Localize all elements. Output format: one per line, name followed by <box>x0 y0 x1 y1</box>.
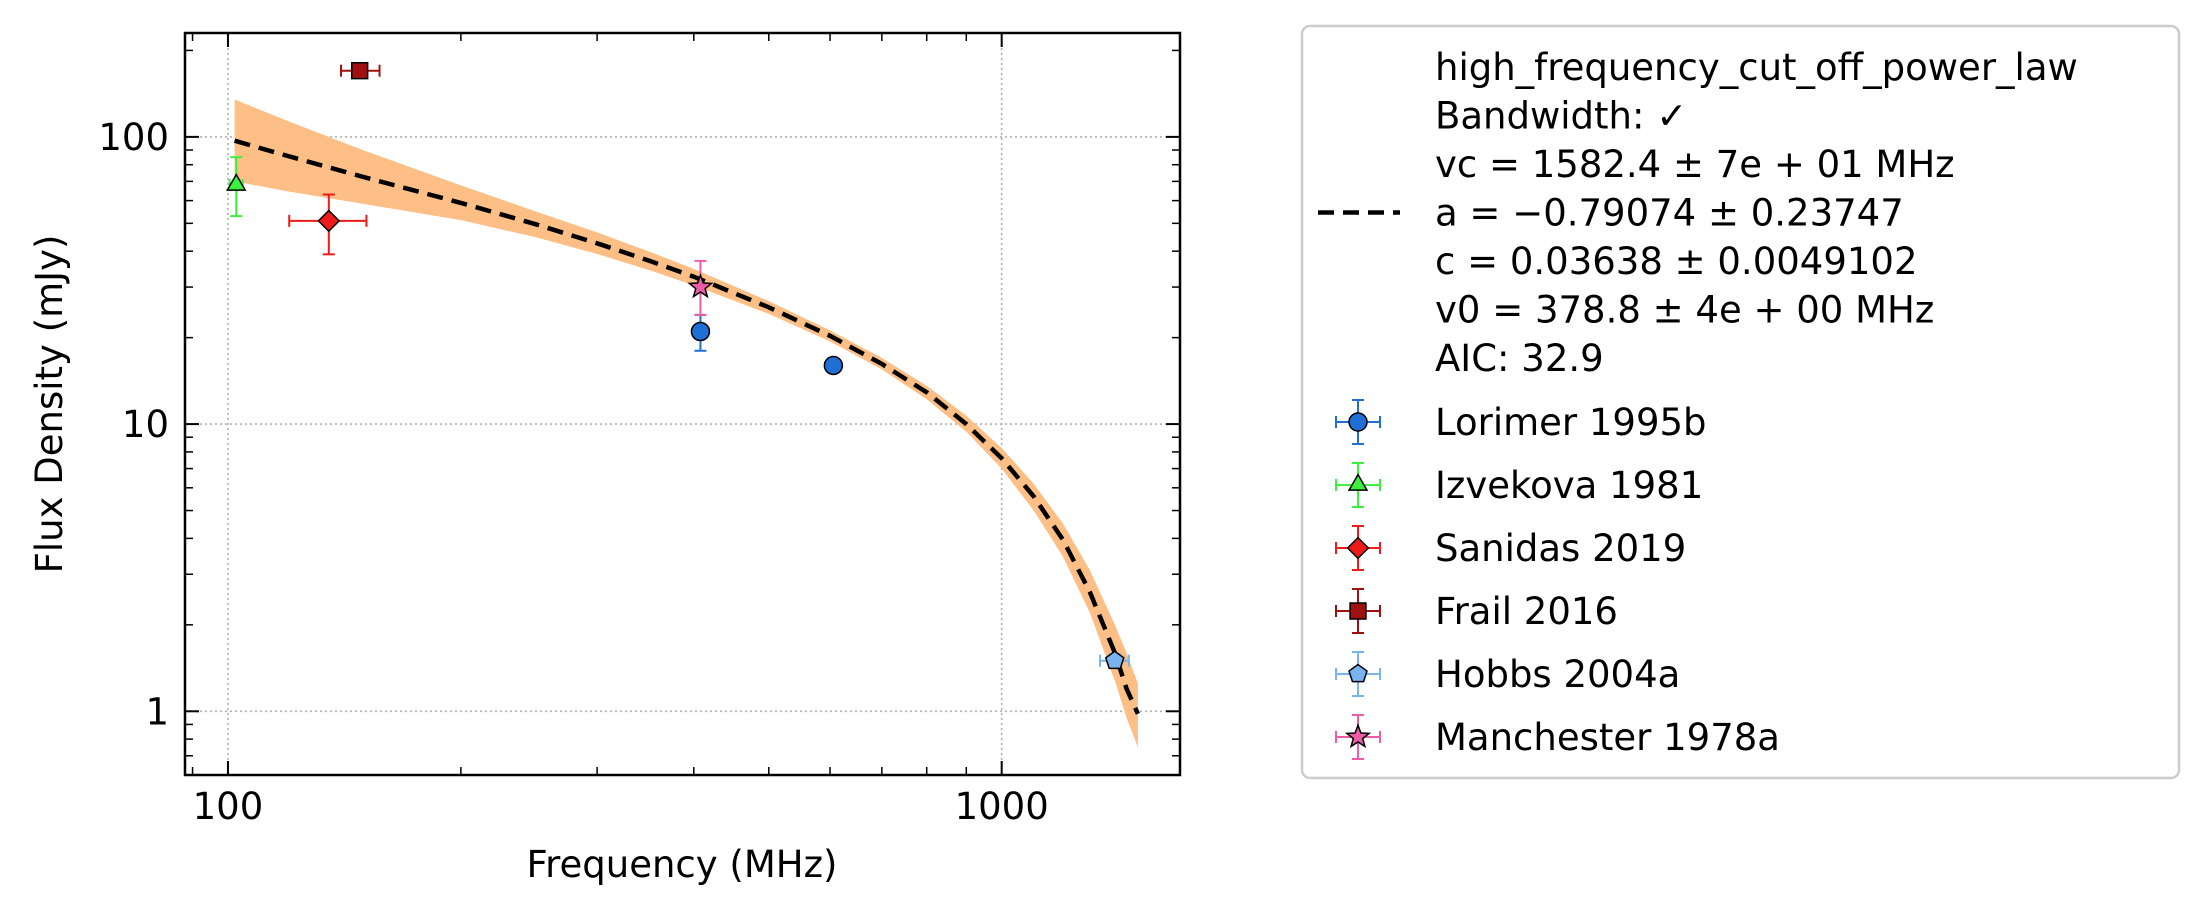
legend-marker <box>1344 723 1372 749</box>
legend-entry: Hobbs 2004a <box>1335 651 1680 697</box>
legend-marker <box>1348 663 1368 683</box>
legend-series-label: Sanidas 2019 <box>1435 527 1686 570</box>
point-marker <box>350 62 369 80</box>
fit-band-area <box>234 99 1138 748</box>
legend-entry: Izvekova 1981 <box>1335 462 1703 508</box>
legend-box <box>1300 24 2181 780</box>
x-tick-label: 1000 <box>955 785 1049 828</box>
legend-fit-label-line: a = −0.79074 ± 0.23747 <box>1435 192 1904 235</box>
legend-entry: Manchester 1978a <box>1335 714 1780 760</box>
legend-marker <box>1346 536 1370 560</box>
legend-series-label: Frail 2016 <box>1435 590 1618 633</box>
axes-frame <box>183 31 1182 777</box>
legend-entry: Sanidas 2019 <box>1335 525 1686 571</box>
legend: high_frequency_cut_off_power_law Bandwidt… <box>1300 24 2181 780</box>
grid-lines <box>185 33 1180 775</box>
legend-fit-label-line: high_frequency_cut_off_power_law <box>1435 46 2078 89</box>
data-point <box>340 62 381 80</box>
y-axis-label: Flux Density (mJy) <box>28 235 71 574</box>
legend-fit-label-line: vc = 1582.4 ± 7e + 01 MHz <box>1435 143 1955 186</box>
point-marker <box>690 321 711 342</box>
data-point <box>288 193 368 256</box>
data-point <box>687 259 714 316</box>
data-points <box>225 62 1130 670</box>
point-marker <box>225 173 247 191</box>
data-point <box>225 156 247 218</box>
axis-ticks <box>185 33 1180 776</box>
point-marker <box>823 355 844 376</box>
legend-entry: Lorimer 1995b <box>1335 399 1707 445</box>
legend-fit-label-line: Bandwidth: ✓ <box>1435 95 1687 138</box>
legend-series-label: Lorimer 1995b <box>1435 401 1707 444</box>
legend-series-label: Manchester 1978a <box>1435 716 1780 759</box>
fit-curve <box>233 138 1140 715</box>
data-point <box>1099 650 1130 670</box>
fit-uncertainty-band <box>234 99 1138 748</box>
y-tick-label: 1 <box>145 690 169 733</box>
data-point <box>823 355 844 376</box>
legend-series-label: Hobbs 2004a <box>1435 653 1680 696</box>
x-tick-label: 100 <box>193 785 264 828</box>
point-marker <box>687 273 714 299</box>
legend-fit-label-line: c = 0.03638 ± 0.0049102 <box>1435 240 1917 283</box>
legend-fit-label-line: v0 = 378.8 ± 4e + 00 MHz <box>1435 289 1934 332</box>
point-marker <box>317 209 341 233</box>
legend-marker <box>1347 473 1369 491</box>
axis-tick-labels: 100 1000 1 10 100 <box>98 116 1048 828</box>
point-marker <box>1104 650 1125 670</box>
legend-entry: Frail 2016 <box>1335 588 1618 634</box>
y-tick-label: 10 <box>122 403 169 446</box>
x-axis-label: Frequency (MHz) <box>527 843 838 886</box>
legend-fit-label-line: AIC: 32.9 <box>1435 337 1604 380</box>
fit-line <box>233 138 1140 715</box>
legend-marker <box>1348 412 1368 432</box>
y-tick-label: 100 <box>98 116 169 159</box>
legend-marker <box>1349 602 1367 620</box>
legend-series-label: Izvekova 1981 <box>1435 464 1703 507</box>
